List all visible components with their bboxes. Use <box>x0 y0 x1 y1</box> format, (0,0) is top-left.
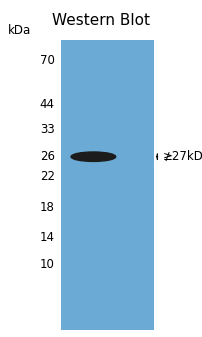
Text: 33: 33 <box>40 123 55 136</box>
Bar <box>61 40 154 330</box>
Text: 22: 22 <box>40 171 55 183</box>
Text: 26: 26 <box>40 150 55 163</box>
Text: 10: 10 <box>40 258 55 271</box>
Text: 14: 14 <box>40 231 55 244</box>
Text: ≱27kDa: ≱27kDa <box>162 150 202 163</box>
Text: 70: 70 <box>40 54 55 67</box>
Text: 44: 44 <box>40 98 55 111</box>
Text: 18: 18 <box>40 201 55 214</box>
Text: kDa: kDa <box>8 24 31 37</box>
Text: Western Blot: Western Blot <box>52 13 150 29</box>
Ellipse shape <box>71 152 115 161</box>
